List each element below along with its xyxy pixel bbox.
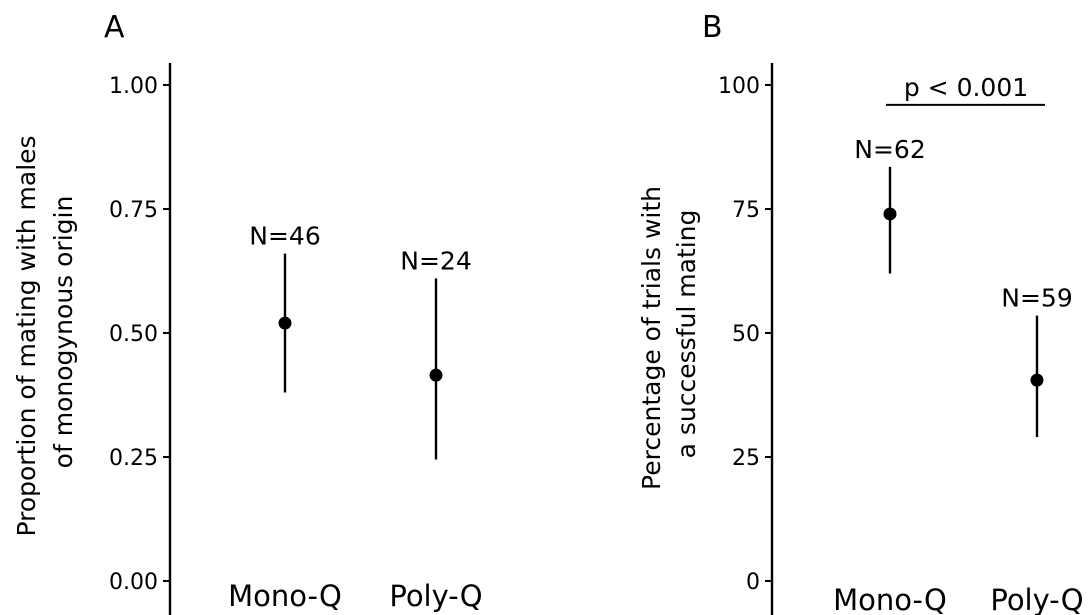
panel-b-y-tick-label: 50	[732, 322, 760, 347]
panel-a-ylabel-line-2: of monogynous origin	[49, 196, 78, 469]
panel-a-categories: Mono-Q Poly-Q	[228, 579, 483, 613]
panel-b-y-tick-label: 0	[746, 570, 760, 595]
panel-a-points: N=46 N=24	[249, 222, 472, 460]
panel-a-category-label: Mono-Q	[228, 579, 342, 613]
panel-b-point	[883, 207, 897, 221]
panel-a-y-tick-label: 0.75	[109, 198, 158, 223]
panel-a-point	[429, 368, 443, 382]
panel-a-point	[278, 316, 292, 330]
panel-b-significance: p < 0.001	[886, 73, 1045, 106]
panel-b-categories: Mono-Q Poly-Q	[833, 583, 1084, 615]
panel-b-y-tick-label: 100	[718, 74, 760, 99]
panel-a-y-tick-label: 0.25	[109, 446, 158, 471]
panel-b-ylabel: Percentage of trials with a successful m…	[637, 178, 701, 490]
panel-a-ylabel-line-1: Proportion of mating with males	[12, 135, 41, 536]
panel-b-category-label: Mono-Q	[833, 583, 947, 615]
panel-a-y-tick-label: 0.00	[109, 570, 158, 595]
panel-b-points: N=62 N=59	[854, 135, 1073, 438]
panel-b-point	[1030, 373, 1044, 387]
panel-b-n-label: N=62	[854, 135, 925, 164]
panel-b-ylabel-line-2: a successful mating	[672, 210, 701, 459]
panel-b-y-tick-label: 25	[732, 446, 760, 471]
panel-a-y-tick-label: 1.00	[109, 74, 158, 99]
panel-b-y-ticks: 0 25 50 75 100	[718, 74, 772, 595]
panel-a-y-tick-label: 0.50	[109, 322, 158, 347]
panel-b-category-label: Poly-Q	[990, 583, 1083, 615]
panel-a-n-label: N=24	[400, 246, 471, 275]
panel-a-category-label: Poly-Q	[389, 579, 482, 613]
panel-a-y-ticks: 0.00 0.25 0.50 0.75 1.00	[109, 74, 170, 595]
panel-b-ylabel-line-1: Percentage of trials with	[637, 186, 666, 490]
panel-a: A Proportion of mating with males of mon…	[12, 10, 483, 615]
panel-b-significance-label: p < 0.001	[904, 73, 1028, 102]
panel-b-y-tick-label: 75	[732, 198, 760, 223]
panel-b-n-label: N=59	[1001, 284, 1072, 313]
panel-a-label: A	[104, 10, 125, 45]
panel-a-n-label: N=46	[249, 222, 320, 251]
panel-a-ylabel: Proportion of mating with males of monog…	[12, 127, 78, 536]
panel-b-label: B	[702, 10, 723, 45]
panel-b: B Percentage of trials with a successful…	[637, 10, 1084, 615]
